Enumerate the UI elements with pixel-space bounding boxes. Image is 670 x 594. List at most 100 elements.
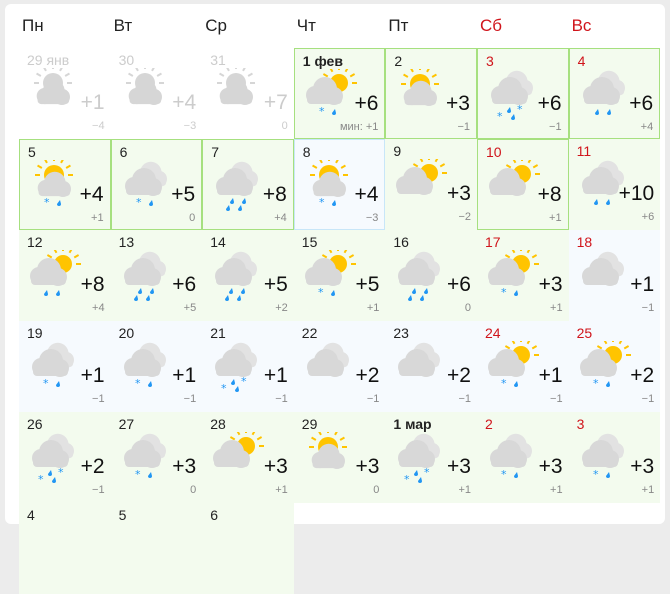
raindrop (147, 472, 152, 478)
day-cell[interactable]: 9 +3 −2 (385, 139, 477, 230)
min-temperature: −1 (641, 393, 655, 405)
day-cell[interactable]: 22 +2 −1 (293, 321, 386, 412)
min-temperature: −1 (641, 302, 655, 314)
day-cell[interactable]: 27 * +3 0 (110, 412, 203, 503)
day-label: 6 (210, 507, 218, 523)
day-label: 10 (486, 144, 502, 160)
max-temperature: +1 (538, 364, 563, 387)
day-cell[interactable]: 29 +3 0 (293, 412, 386, 503)
day-label: 17 (485, 234, 501, 250)
day-cell[interactable]: 18 +1 −1 (568, 230, 661, 321)
day-cell[interactable]: 4 +6 +4 (568, 48, 661, 139)
overcast-icon: * (117, 341, 181, 393)
day-cell[interactable]: 10 +8 +1 (477, 139, 569, 230)
day-cell[interactable]: 31 +7 0 (202, 48, 294, 139)
min-temperature: −1 (457, 121, 470, 133)
day-cell[interactable]: 1 мар * * +3 +1 (385, 412, 477, 503)
raindrop (48, 470, 52, 476)
day-label: 1 фев (302, 53, 343, 69)
day-cell[interactable]: 3 * * +6 −1 (477, 48, 569, 139)
day-cell[interactable]: 19 * +1 −1 (19, 321, 111, 412)
cloud-shape (398, 440, 436, 468)
day-label: 18 (576, 234, 593, 250)
min-temperature: 0 (189, 212, 196, 224)
raindrop (412, 288, 417, 294)
cloud-shape (579, 349, 617, 377)
day-cell[interactable]: 29 янв +1 −4 (19, 48, 111, 139)
day-cell[interactable]: 3 * +3 +1 (568, 412, 661, 503)
day-cell[interactable]: 11 +10 +6 (568, 139, 661, 230)
max-temperature: +7 (263, 91, 288, 114)
max-temperature: +1 (630, 273, 655, 296)
partly-cloudy-icon (300, 428, 364, 484)
min-temperature: 0 (464, 302, 471, 314)
cloud-shape (30, 258, 67, 286)
overcast-icon (391, 341, 455, 393)
snowflake: * (319, 196, 325, 209)
day-label: 2 (394, 53, 403, 69)
max-temperature: +4 (79, 183, 104, 206)
max-temperature: +3 (538, 455, 563, 478)
day-cell[interactable]: 23 +2 −1 (385, 321, 477, 412)
day-cell[interactable]: 2 +3 −1 (385, 48, 477, 139)
overcast-icon (575, 159, 639, 211)
day-cell[interactable]: 4 (19, 503, 111, 594)
day-cell[interactable]: 16 +6 0 (385, 230, 477, 321)
day-label: 27 (118, 416, 135, 432)
day-cell[interactable]: 24 * +1 −1 (477, 321, 569, 412)
day-cell[interactable]: 20 * +1 −1 (110, 321, 203, 412)
day-cell[interactable]: 8 * +4 −3 (293, 139, 386, 230)
day-cell[interactable]: 1 фев * +6 мин: +1 (293, 48, 386, 139)
cloud-shape (213, 440, 251, 468)
raindrop (57, 200, 61, 206)
min-temperature: −3 (183, 120, 197, 132)
snowflake: * (501, 377, 507, 390)
day-cell[interactable]: 2 * +3 +1 (477, 412, 569, 503)
min-temperature: +1 (550, 302, 563, 314)
snowflake: * (44, 196, 50, 209)
day-cell[interactable]: 5 (110, 503, 203, 594)
day-cell[interactable]: 14 +5 +2 (202, 230, 294, 321)
raindrop (44, 290, 48, 296)
max-temperature: +1 (263, 364, 288, 387)
day-cell[interactable]: 6 * +5 0 (110, 139, 203, 230)
cloud-shape (488, 349, 525, 377)
max-temperature: +1 (172, 364, 197, 387)
min-temperature: +1 (550, 484, 563, 496)
max-temperature: +6 (447, 273, 471, 296)
raindrop (408, 295, 413, 301)
snowflake: * (501, 286, 507, 299)
weekday-2: Ср (205, 16, 227, 35)
overcast-icon: * * (25, 432, 89, 486)
day-label: 31 (210, 52, 226, 68)
day-cell[interactable]: 17 * +3 +1 (477, 230, 569, 321)
day-label: 3 (486, 53, 494, 69)
day-cell[interactable]: 21 * * +1 −1 (202, 321, 294, 412)
cloud-shape (488, 258, 525, 286)
day-cell[interactable]: 30 +4 −3 (111, 48, 203, 139)
snowflake: * (517, 103, 523, 116)
day-cell[interactable]: 25 * +2 −1 (568, 321, 661, 412)
raindrop (225, 295, 230, 301)
day-cell[interactable]: 13 +6 +5 (110, 230, 203, 321)
max-temperature: +3 (263, 455, 288, 478)
max-temperature: +2 (447, 364, 471, 387)
day-cell[interactable]: 15 * +5 +1 (293, 230, 386, 321)
cloud-shape (581, 258, 619, 286)
day-cell[interactable]: 26 * * +2 −1 (19, 412, 111, 503)
cloud-shape (311, 443, 345, 469)
partly-cloudy-icon (117, 64, 181, 120)
cloud-shape (215, 258, 253, 286)
day-label: 8 (302, 144, 311, 160)
snowflake: * (58, 466, 64, 479)
raindrop (330, 290, 335, 296)
snowflake: * (135, 377, 141, 390)
day-cell[interactable]: 12 +8 +4 (19, 230, 111, 321)
snowflake: * (501, 468, 507, 481)
day-cell[interactable]: 7 +8 +4 (202, 139, 294, 230)
day-cell[interactable]: 5 * +4 +1 (19, 139, 111, 230)
day-cell[interactable]: 28 +3 +1 (202, 412, 294, 503)
day-cell[interactable]: 6 (202, 503, 294, 594)
overcast-icon: * * (484, 69, 548, 123)
snowflake: * (221, 382, 227, 395)
